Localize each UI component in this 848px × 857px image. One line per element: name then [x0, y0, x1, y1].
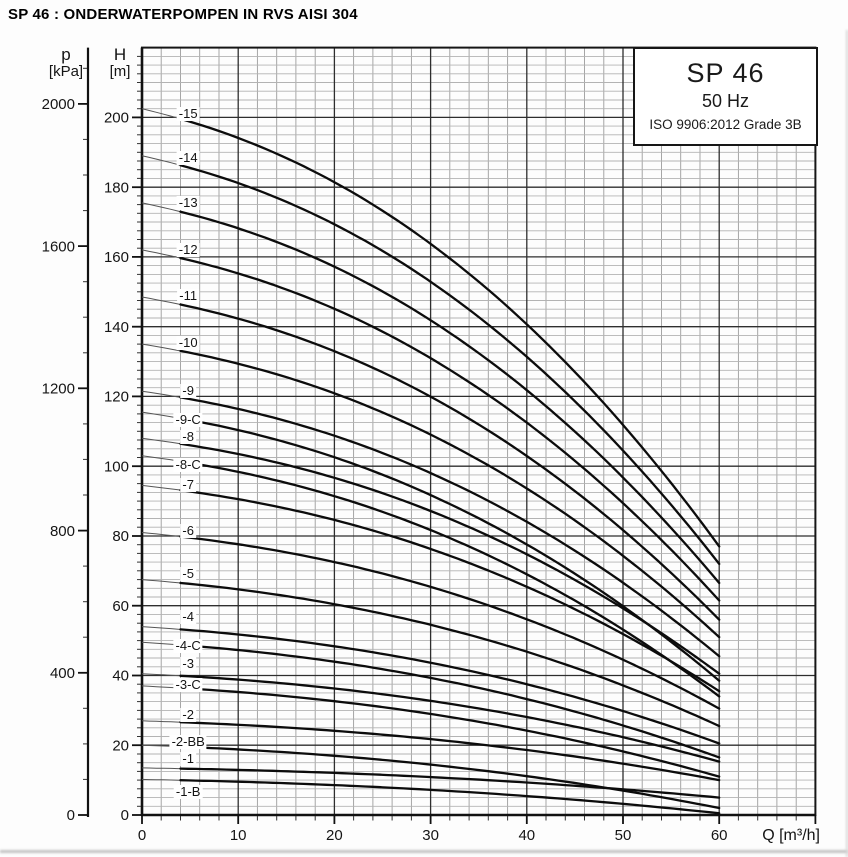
svg-text:20: 20 [112, 737, 129, 754]
svg-text:30: 30 [422, 827, 439, 844]
pump-curve--11 [179, 303, 721, 621]
svg-text:800: 800 [50, 523, 75, 540]
svg-text:180: 180 [104, 179, 129, 196]
pump-curve--6 [179, 535, 721, 710]
pump-curve--9-C [179, 417, 721, 682]
scan-artifact-right [846, 30, 848, 857]
svg-text:100: 100 [104, 458, 129, 475]
svg-text:80: 80 [112, 528, 129, 545]
head-axis-header: H [m] [92, 46, 148, 80]
svg-text:0: 0 [138, 827, 146, 844]
svg-text:60: 60 [711, 827, 728, 844]
page-title: SP 46 : ONDERWATERPOMPEN IN RVS AISI 304 [8, 6, 358, 23]
pump-curve--3-C [179, 686, 721, 778]
pump-curve--9 [179, 396, 721, 658]
svg-text:50: 50 [615, 827, 632, 844]
pump-curve--4 [179, 628, 721, 745]
pump-curve--15 [179, 117, 721, 548]
svg-text:1600: 1600 [42, 238, 75, 255]
info-box-standard: ISO 9906:2012 Grade 3B [649, 117, 802, 132]
svg-text:0: 0 [121, 807, 129, 824]
pump-curve--1 [179, 767, 721, 799]
pump-curve--13 [179, 210, 721, 585]
svg-text:0: 0 [67, 807, 75, 824]
svg-text:40: 40 [518, 827, 535, 844]
pump-curve--10 [179, 349, 721, 639]
grid-minor [142, 47, 816, 815]
pump-curve--14 [179, 164, 721, 566]
pressure-axis: 0 400 800 1200 1600 2000 [42, 47, 90, 824]
svg-text:120: 120 [104, 389, 129, 406]
grid-major [142, 47, 816, 815]
svg-text:140: 140 [104, 319, 129, 336]
svg-text:400: 400 [50, 665, 75, 682]
pump-curve--2 [179, 721, 721, 782]
head-axis-symbol: H [113, 45, 127, 64]
svg-text:60: 60 [112, 598, 129, 615]
pump-curve--12 [179, 256, 721, 602]
svg-text:2000: 2000 [42, 96, 75, 113]
pump-curve--3 [179, 674, 721, 763]
pump-curve--4-C [179, 643, 721, 759]
svg-text:200: 200 [104, 110, 129, 127]
pump-curve--7 [179, 489, 721, 693]
pump-curve--5 [179, 581, 721, 728]
pump-curve--8-C [179, 460, 721, 698]
scan-artifact-bottom [0, 850, 848, 853]
pressure-axis-header: p [kPa] [38, 46, 94, 80]
pump-curves [141, 108, 721, 815]
pump-curve--8 [179, 442, 721, 675]
svg-text:20: 20 [326, 827, 343, 844]
head-axis-unit: [m] [109, 63, 131, 80]
svg-text:40: 40 [112, 668, 129, 685]
svg-text:1200: 1200 [42, 381, 75, 398]
info-box-frequency: 50 Hz [701, 91, 750, 111]
svg-text:160: 160 [104, 249, 129, 266]
pressure-axis-unit: [kPa] [48, 63, 84, 80]
info-box: SP 46 50 Hz ISO 9906:2012 Grade 3B [633, 47, 818, 146]
flow-axis: 0 10 20 30 40 50 60 [138, 813, 817, 844]
flow-axis-label: Q [m³/h] [762, 827, 820, 844]
svg-text:10: 10 [230, 827, 247, 844]
pressure-axis-symbol: p [61, 45, 71, 64]
pump-curve--2-BB [179, 745, 721, 810]
info-box-model: SP 46 [686, 58, 765, 88]
head-axis: 0 20 40 60 80 100 120 140 160 180 200 [104, 47, 144, 824]
pump-curve--1-B [179, 779, 721, 815]
